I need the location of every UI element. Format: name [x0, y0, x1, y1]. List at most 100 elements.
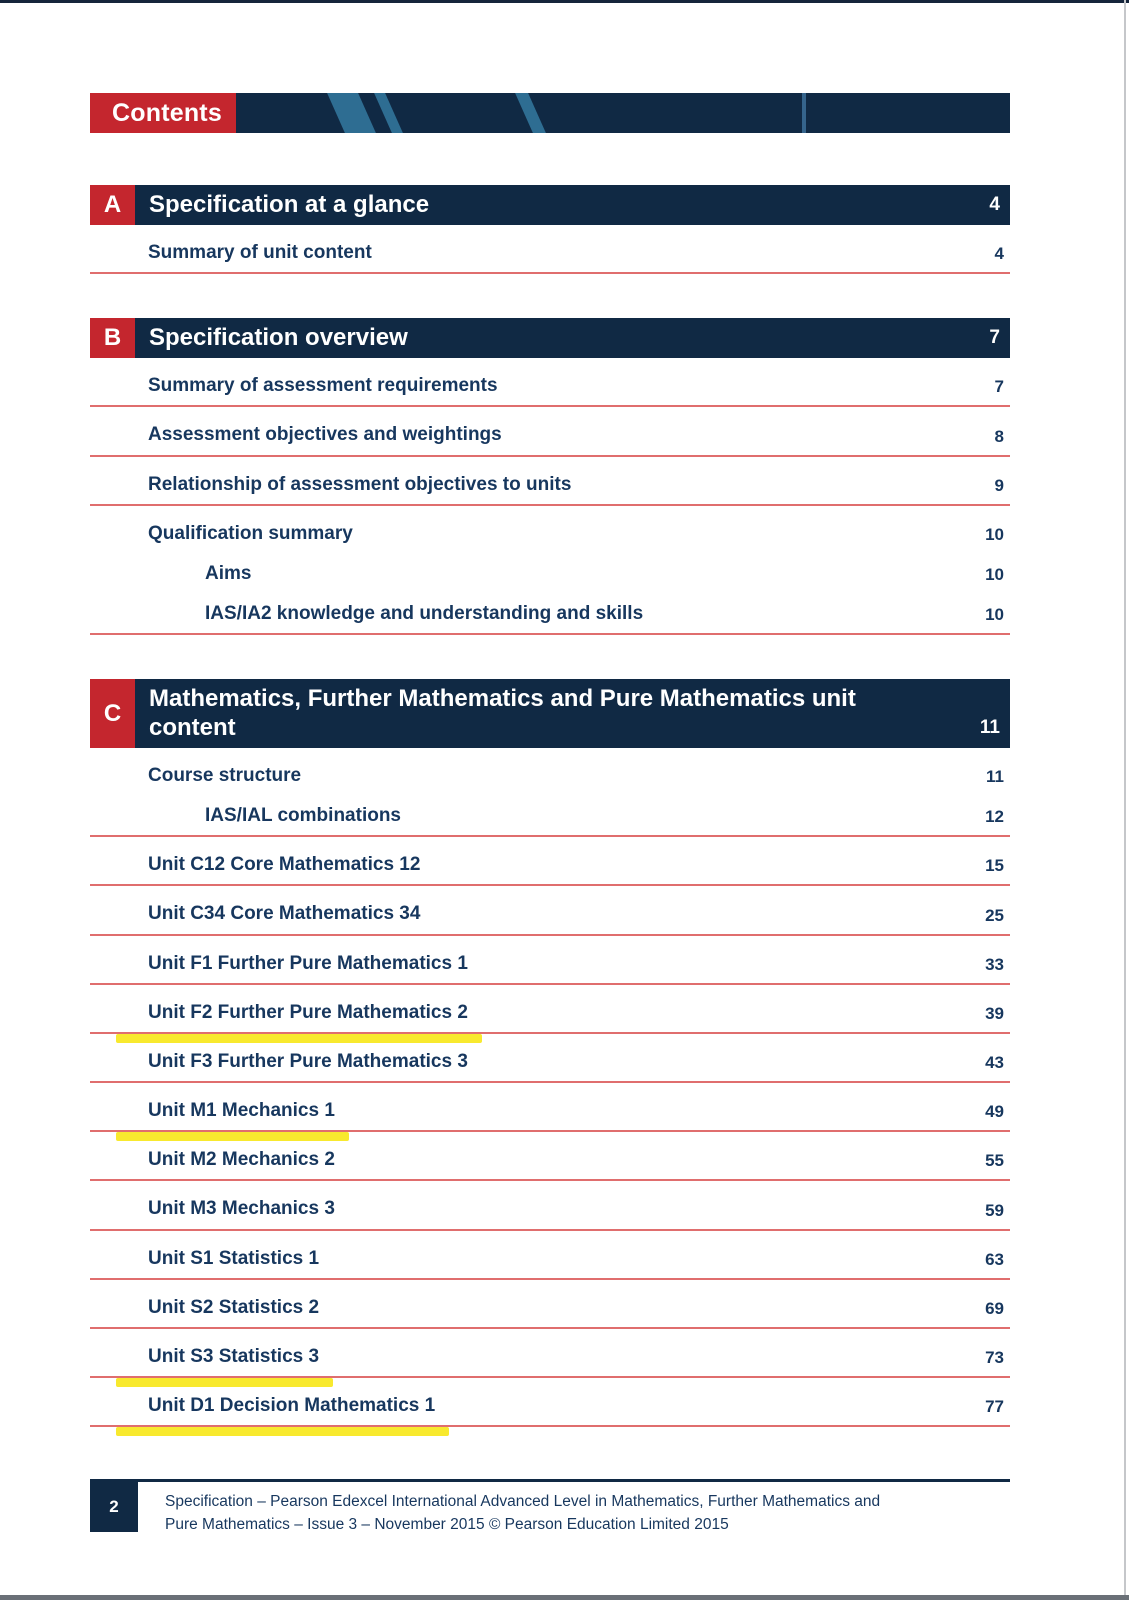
toc-entry-page-number: 39: [985, 1003, 1004, 1023]
toc-entry-label[interactable]: Aims: [205, 562, 252, 584]
toc-entry-page-number: 11: [986, 767, 1004, 786]
toc-entry[interactable]: IAS/IAL combinations 12: [90, 804, 1010, 838]
toc-entry[interactable]: Unit C34 Core Mathematics 34 25: [90, 902, 1010, 936]
toc-entry-page-number: 69: [985, 1298, 1004, 1318]
section-title-bar: Mathematics, Further Mathematics and Pur…: [135, 679, 1010, 748]
toc-entry-label[interactable]: Summary of unit content: [148, 242, 372, 263]
toc-entry-page-number: 10: [985, 565, 1004, 585]
toc-entry-label[interactable]: Unit C34 Core Mathematics 34: [148, 903, 421, 925]
section-c-header: C Mathematics, Further Mathematics and P…: [90, 679, 1010, 748]
toc-entry-label[interactable]: Unit F2 Further Pure Mathematics 2: [116, 1001, 482, 1044]
page-bottom-border: [0, 1595, 1129, 1600]
toc-entry-page-number: 7: [994, 377, 1004, 397]
toc-entry[interactable]: Summary of assessment requirements 7: [90, 374, 1010, 408]
section-letter-badge: B: [90, 318, 135, 359]
toc-entry-page-number: 43: [985, 1053, 1004, 1073]
footer-text-line2: Pure Mathematics – Issue 3 – November 20…: [165, 1516, 729, 1534]
section-title-bar: Specification at a glance 4: [135, 185, 1010, 225]
toc-entry-label[interactable]: Course structure: [148, 764, 302, 786]
toc-entry[interactable]: Unit M1 Mechanics 1 49: [90, 1099, 1010, 1142]
toc-entry-page-number: 63: [985, 1249, 1004, 1269]
section-b-header: B Specification overview 7: [90, 318, 1010, 359]
diagonal-stripe: [325, 93, 378, 133]
toc-entry-page-number: 25: [985, 905, 1004, 925]
section-a-entries: Summary of unit content 4: [90, 241, 1010, 275]
section-a: A Specification at a glance 4 Summary of…: [90, 185, 1010, 275]
footer-text: Specification – Pearson Edexcel Internat…: [165, 1482, 880, 1537]
toc-entry-label[interactable]: IAS/IAL combinations: [205, 805, 402, 826]
section-title: Specification at a glance: [149, 190, 430, 218]
toc-entry[interactable]: Unit D1 Decision Mathematics 1 77: [90, 1394, 1010, 1437]
section-b: B Specification overview 7 Summary of as…: [90, 318, 1010, 636]
section-title-bar: Specification overview 7: [135, 318, 1010, 359]
toc-entry[interactable]: Unit S3 Statistics 3 73: [90, 1345, 1010, 1388]
toc-entry-page-number: 59: [985, 1200, 1004, 1220]
toc-entry-label[interactable]: Assessment objectives and weightings: [148, 424, 502, 446]
section-b-entries: Summary of assessment requirements 7 Asses…: [90, 374, 1010, 636]
toc-entry-page-number: 55: [985, 1151, 1004, 1171]
toc-entry[interactable]: IAS/IA2 knowledge and understanding and …: [90, 602, 1010, 636]
page-footer: 2 Specification – Pearson Edexcel Intern…: [90, 1479, 1010, 1537]
page-content: Contents A Specification at a glance 4 S…: [90, 0, 1010, 1537]
toc-entry-page-number: 8: [994, 426, 1004, 446]
toc-entry-label[interactable]: IAS/IA2 knowledge and understanding and …: [205, 603, 644, 625]
page-right-border: [1124, 0, 1126, 1600]
section-page-number: 11: [979, 716, 1000, 738]
section-c: C Mathematics, Further Mathematics and P…: [90, 679, 1010, 1437]
toc-entry-page-number: 10: [985, 605, 1004, 625]
toc-entry[interactable]: Unit M2 Mechanics 2 55: [90, 1148, 1010, 1182]
toc-entry-page-number: 10: [985, 524, 1004, 544]
section-letter-badge: C: [90, 679, 135, 748]
section-a-header: A Specification at a glance 4: [90, 185, 1010, 225]
toc-entry[interactable]: Unit C12 Core Mathematics 12 15: [90, 853, 1010, 887]
toc-entry-page-number: 4: [994, 244, 1004, 264]
toc-entry-label[interactable]: Unit S3 Statistics 3: [115, 1345, 334, 1388]
contents-banner: Contents: [90, 93, 1010, 133]
page-top-border: [0, 0, 1129, 3]
footer-page-number-badge: 2: [90, 1482, 138, 1533]
toc-entry[interactable]: Assessment objectives and weightings 8: [90, 423, 1010, 457]
diagonal-stripe: [513, 93, 548, 133]
section-title: Mathematics, Further Mathematics and Pur…: [149, 685, 856, 741]
vertical-divider: [802, 93, 806, 133]
toc-entry[interactable]: Course structure 11: [90, 764, 1010, 795]
toc-entry-label[interactable]: Summary of assessment requirements: [148, 375, 498, 397]
toc-entry-label[interactable]: Qualification summary: [148, 522, 353, 544]
toc-entry-page-number: 77: [985, 1397, 1004, 1417]
toc-entry[interactable]: Aims 10: [90, 562, 1010, 593]
toc-entry-label[interactable]: Unit C12 Core Mathematics 12: [148, 854, 421, 876]
section-c-entries: Course structure 11 IAS/IAL combinations 12…: [90, 764, 1010, 1437]
toc-entry[interactable]: Unit S2 Statistics 2 69: [90, 1296, 1010, 1329]
toc-entry-label[interactable]: Unit M3 Mechanics 3: [148, 1198, 335, 1220]
toc-entry[interactable]: Qualification summary 10: [90, 522, 1010, 553]
toc-entry-label[interactable]: Unit M1 Mechanics 1: [116, 1100, 349, 1142]
footer-text-line1: Specification – Pearson Edexcel Internat…: [165, 1493, 881, 1511]
toc-entry[interactable]: Unit F3 Further Pure Mathematics 3 43: [90, 1050, 1010, 1084]
toc-entry-label[interactable]: Relationship of assessment objectives to…: [148, 473, 572, 495]
contents-label-box: Contents: [90, 93, 236, 133]
toc-entry[interactable]: Relationship of assessment objectives to…: [90, 473, 1010, 506]
toc-entry[interactable]: Summary of unit content 4: [90, 241, 1010, 275]
section-page-number: 4: [989, 194, 1000, 215]
toc-entry-page-number: 49: [985, 1102, 1004, 1122]
contents-label: Contents: [112, 98, 222, 127]
diagonal-stripe: [372, 93, 405, 133]
toc-entry-label[interactable]: Unit S1 Statistics 1: [148, 1247, 320, 1269]
toc-entry-page-number: 15: [985, 856, 1004, 876]
toc-entry-label[interactable]: Unit F3 Further Pure Mathematics 3: [148, 1050, 468, 1072]
toc-entry[interactable]: Unit S1 Statistics 1 63: [90, 1247, 1010, 1280]
section-page-number: 7: [989, 327, 1000, 349]
toc-entry-page-number: 73: [985, 1348, 1004, 1368]
toc-entry-label[interactable]: Unit M2 Mechanics 2: [148, 1149, 335, 1171]
banner-stripes: [236, 93, 1010, 133]
section-letter-badge: A: [90, 185, 135, 225]
toc-entry[interactable]: Unit F2 Further Pure Mathematics 2 39: [90, 1001, 1010, 1044]
toc-entry-page-number: 9: [994, 475, 1004, 495]
toc-entry-label[interactable]: Unit S2 Statistics 2: [148, 1296, 320, 1318]
toc-entry-page-number: 12: [985, 807, 1004, 827]
section-title: Specification overview: [149, 324, 408, 352]
toc-entry[interactable]: Unit F1 Further Pure Mathematics 1 33: [90, 952, 1010, 985]
toc-entry-label[interactable]: Unit F1 Further Pure Mathematics 1: [148, 952, 468, 974]
toc-entry[interactable]: Unit M3 Mechanics 3 59: [90, 1197, 1010, 1231]
toc-entry-label[interactable]: Unit D1 Decision Mathematics 1: [115, 1395, 450, 1437]
